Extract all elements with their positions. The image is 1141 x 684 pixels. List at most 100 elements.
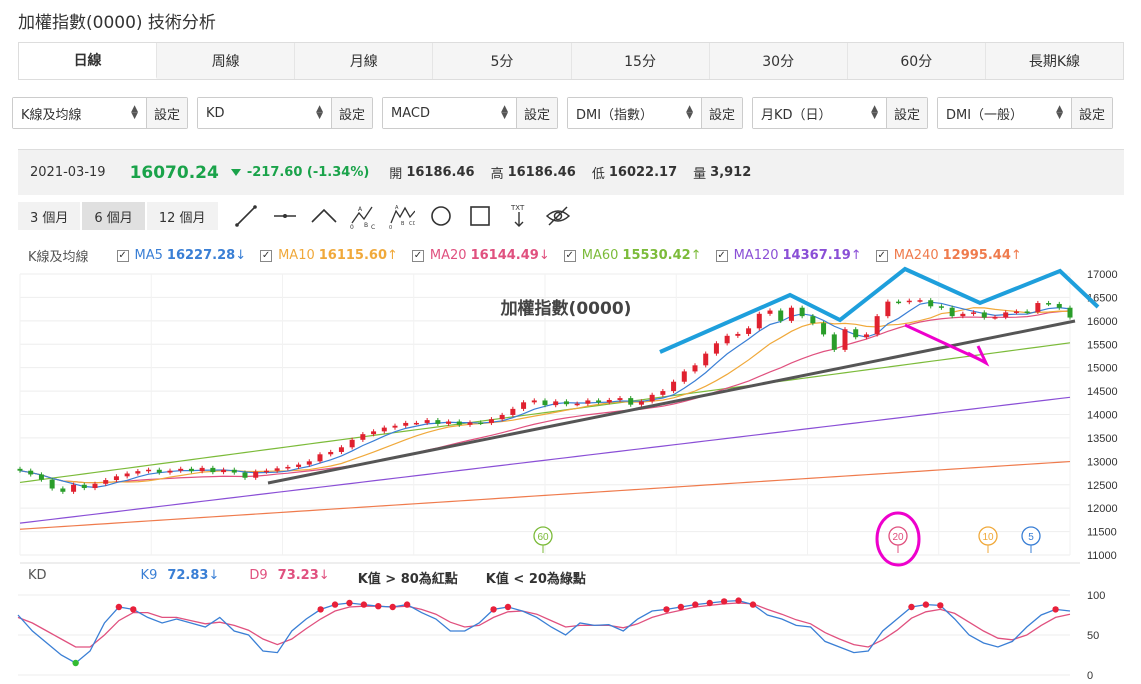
candle-body bbox=[863, 334, 869, 338]
candle-body bbox=[842, 329, 848, 350]
ma-marker-label: 5 bbox=[1028, 532, 1034, 543]
kd-overbought-dot bbox=[346, 599, 353, 607]
text-tool-icon[interactable]: TXT bbox=[506, 203, 532, 229]
legend-value: 16227.28 bbox=[166, 248, 236, 263]
legend-name: MA10 bbox=[278, 248, 315, 263]
settings-button[interactable]: 設定 bbox=[887, 98, 927, 128]
candle-body bbox=[606, 399, 612, 403]
candle-body bbox=[938, 306, 944, 308]
checkbox[interactable]: ✓ bbox=[715, 249, 728, 262]
candle-body bbox=[917, 300, 923, 302]
kd-overbought-dot bbox=[360, 601, 368, 608]
select-value: K線及均線 bbox=[21, 107, 82, 123]
legend-name: MA60 bbox=[581, 248, 619, 263]
legend-ma240[interactable]: ✓ MA240 12995.44 ↑ bbox=[875, 248, 1022, 263]
polyline-icon[interactable] bbox=[310, 203, 337, 229]
tab-60min[interactable]: 60分 bbox=[848, 43, 986, 79]
indicator-select[interactable]: 月KD（日） ▲ ▼ bbox=[753, 98, 887, 128]
svg-text:C: C bbox=[371, 224, 375, 229]
horizontal-line-icon[interactable] bbox=[272, 203, 298, 229]
tab-15min[interactable]: 15分 bbox=[572, 43, 710, 79]
arrow-head bbox=[967, 345, 990, 367]
tab-5min[interactable]: 5分 bbox=[433, 43, 572, 79]
d9-arrow: ↓ bbox=[318, 568, 330, 583]
candle-body bbox=[874, 316, 880, 335]
tab-30min[interactable]: 30分 bbox=[710, 43, 848, 79]
select-value: DMI（一般） bbox=[946, 107, 1024, 123]
price-chart[interactable]: 11000 11500 12000 12500 13000 13500 14000 14500… bbox=[0, 262, 1141, 684]
hide-drawings-icon[interactable] bbox=[545, 203, 571, 229]
candle-body bbox=[521, 402, 527, 409]
updown-arrow-icon: ▲ ▼ bbox=[686, 104, 693, 121]
line-tool-icon[interactable] bbox=[233, 203, 259, 229]
y-tick-label: 11000 bbox=[1087, 550, 1117, 562]
candle-body bbox=[1056, 303, 1062, 308]
svg-text:0: 0 bbox=[350, 224, 354, 229]
y-tick-label: 17000 bbox=[1087, 269, 1118, 281]
candle-body bbox=[210, 467, 216, 473]
candle-body bbox=[424, 420, 430, 423]
candle-body bbox=[585, 400, 591, 404]
candle-body bbox=[253, 471, 259, 478]
ma10-line bbox=[19, 307, 1071, 484]
candle-body bbox=[371, 431, 377, 435]
rectangle-tool-icon[interactable] bbox=[467, 203, 493, 229]
y-tick-label: 12500 bbox=[1087, 480, 1118, 492]
indicator-select[interactable]: KD ▲ ▼ bbox=[198, 98, 332, 128]
candle-body bbox=[349, 439, 355, 448]
tab-weekly[interactable]: 周線 bbox=[157, 43, 296, 79]
candle-body bbox=[328, 451, 334, 455]
candle-body bbox=[1024, 311, 1030, 313]
tab-daily[interactable]: 日線 bbox=[19, 43, 158, 79]
legend-ma5[interactable]: ✓ MA5 16227.28 ↓ bbox=[116, 248, 247, 263]
candle-body bbox=[692, 365, 698, 372]
candle-body bbox=[231, 469, 237, 473]
tab-long-term[interactable]: 長期K線 bbox=[1028, 54, 1081, 70]
settings-button[interactable]: 設定 bbox=[702, 98, 742, 128]
candle-body bbox=[92, 483, 98, 489]
candle-body bbox=[317, 454, 323, 462]
legend-ma10[interactable]: ✓ MA10 16115.60 ↑ bbox=[260, 248, 398, 263]
kd-overbought-dot bbox=[130, 606, 137, 613]
kd-overbought-dot bbox=[677, 603, 685, 611]
range-12m-button[interactable]: 12 個月 bbox=[146, 202, 218, 230]
indicator-select[interactable]: DMI（指數） ▲ ▼ bbox=[568, 98, 702, 128]
indicator-group: K線及均線 ▲ ▼ 設定 bbox=[12, 97, 188, 129]
updown-arrow-icon: ▲ ▼ bbox=[131, 104, 138, 121]
indicator-select[interactable]: K線及均線 ▲ ▼ bbox=[13, 98, 147, 128]
circle-tool-icon[interactable] bbox=[428, 203, 454, 229]
range-3m-button[interactable]: 3 個月 bbox=[18, 202, 81, 230]
legend-ma120[interactable]: ✓ MA120 14367.19 ↑ bbox=[715, 248, 862, 263]
checkbox[interactable]: ✓ bbox=[116, 249, 129, 262]
down-triangle-icon bbox=[230, 169, 241, 176]
legend-arrow: ↓ bbox=[235, 248, 247, 263]
indicator-select[interactable]: MACD ▲ ▼ bbox=[383, 98, 517, 128]
kd-overbought-dot bbox=[922, 601, 930, 608]
candle-body bbox=[306, 461, 312, 465]
d9-value: 73.23 bbox=[277, 568, 319, 583]
svg-text:0: 0 bbox=[389, 225, 392, 229]
settings-button[interactable]: 設定 bbox=[332, 98, 372, 128]
indicator-group: KD ▲ ▼ 設定 bbox=[197, 97, 373, 129]
svg-text:B: B bbox=[364, 222, 368, 229]
checkbox[interactable]: ✓ bbox=[563, 249, 576, 262]
checkbox[interactable]: ✓ bbox=[411, 249, 424, 262]
settings-button[interactable]: 設定 bbox=[147, 98, 187, 128]
checkbox[interactable]: ✓ bbox=[875, 249, 888, 262]
candle-body bbox=[960, 313, 966, 317]
settings-button[interactable]: 設定 bbox=[1072, 98, 1112, 128]
settings-button[interactable]: 設定 bbox=[517, 98, 557, 128]
legend-ma20[interactable]: ✓ MA20 16144.49 ↓ bbox=[411, 248, 550, 263]
y-tick-label: 15500 bbox=[1087, 339, 1118, 351]
tab-monthly[interactable]: 月線 bbox=[295, 43, 434, 79]
checkbox[interactable]: ✓ bbox=[260, 249, 273, 262]
range-6m-button[interactable]: 6 個月 bbox=[82, 202, 145, 230]
indicator-select[interactable]: DMI（一般） ▲ ▼ bbox=[938, 98, 1072, 128]
candle-body bbox=[713, 343, 719, 354]
candle-body bbox=[199, 467, 205, 472]
ma120-line bbox=[19, 396, 1071, 524]
legend-ma60[interactable]: ✓ MA60 15530.42 ↑ bbox=[563, 248, 702, 263]
